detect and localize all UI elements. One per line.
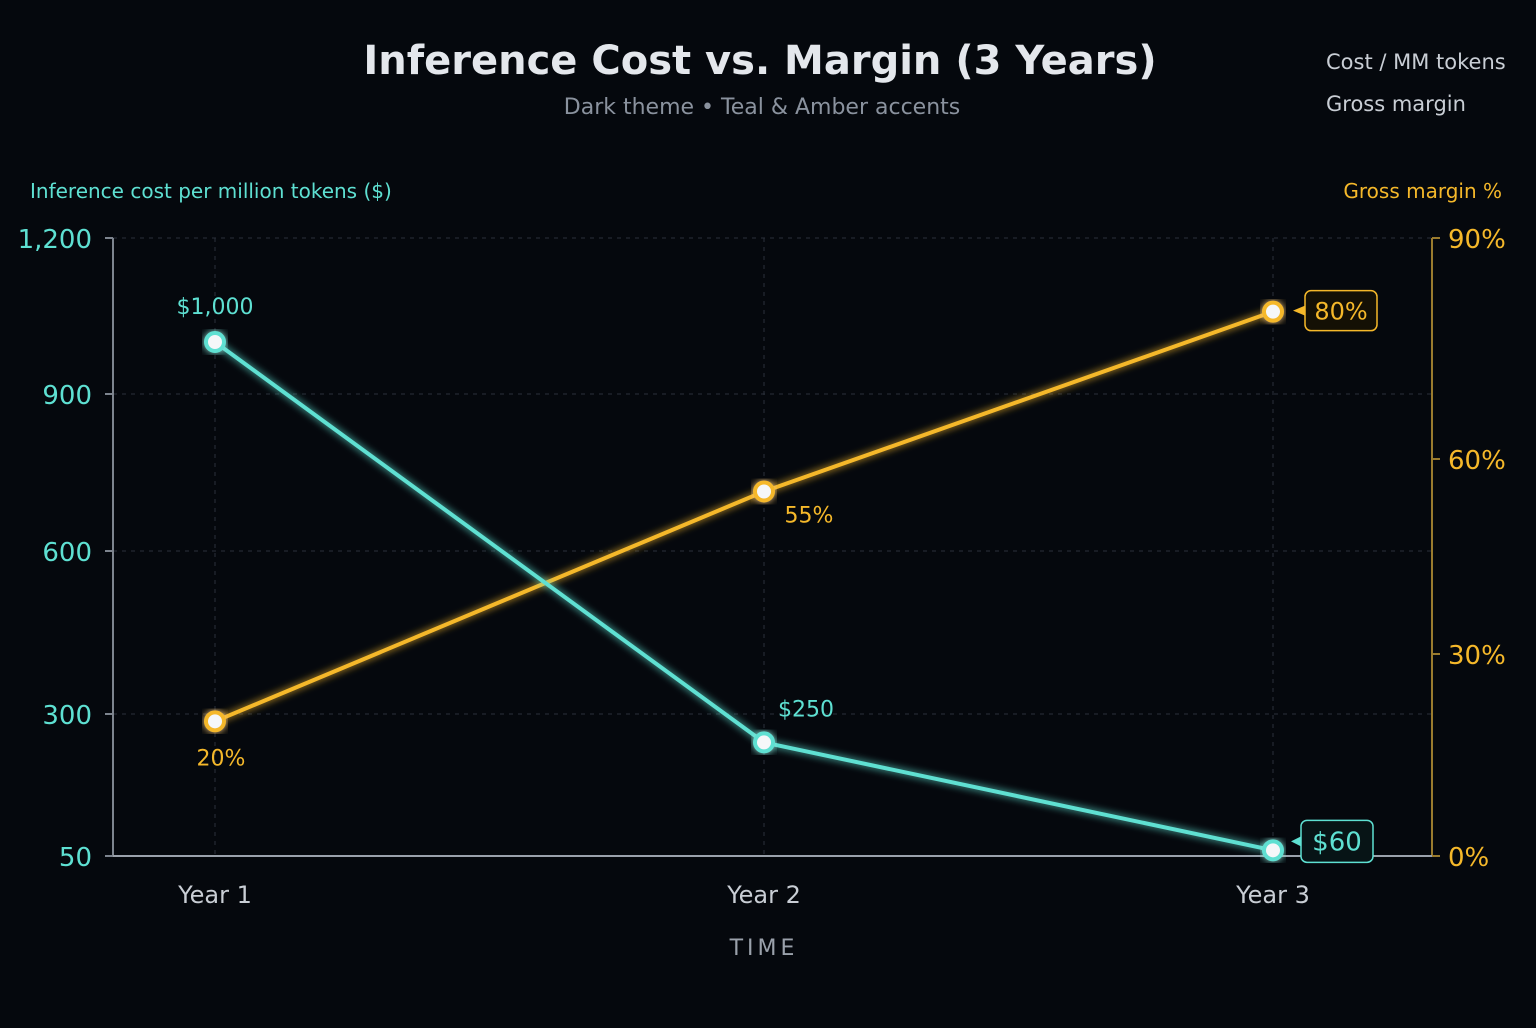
gross-margin-data-label: 80% [1314,298,1367,326]
chart-subtitle: Dark theme • Teal & Amber accents [564,95,960,120]
cost-callout-box [1300,819,1374,864]
cost-point [753,731,775,754]
gross-margin-line [214,309,1274,724]
legend-label-gross-margin: Gross margin [1326,92,1466,116]
gross-margin-callout-box [1304,289,1378,332]
right-axis-tick-label: 90% [1448,225,1506,255]
right-axis-label: Gross margin % [1343,179,1502,203]
legend-label-cost: Cost / MM tokens [1326,50,1506,74]
gross-margin-point [1262,300,1284,323]
grid [113,237,1432,856]
x-axis-tick-label: Year 3 [1235,881,1310,909]
left-axis-tick-label: 50 [59,843,92,873]
cost-data-label: $250 [778,697,834,722]
x-axis-tick-label: Year 1 [177,881,252,909]
gross-margin-callout-pointer [1293,305,1305,316]
cost-data-label: $1,000 [177,295,254,320]
data-labels: $1,000 $250 $60 20% 55% 80% [177,289,1378,864]
cost-data-label: $60 [1312,827,1362,857]
gross-margin-data-label: 20% [197,746,246,771]
legend: Cost / MM tokens Gross margin [1272,50,1506,116]
axes: 1,200 900 600 300 50 90% 60% 30% 0% Year 1 Year 2 Y… [18,225,1506,909]
right-axis-tick-label: 30% [1448,641,1506,671]
gross-margin-data-label: 55% [785,504,834,529]
left-axis-tick-label: 600 [42,538,92,568]
x-axis-title: TIME [729,936,799,961]
gross-margin-point [204,710,226,733]
left-axis-tick-label: 300 [42,701,92,731]
x-axis-tick-label: Year 2 [726,881,801,909]
left-axis-label: Inference cost per million tokens ($) [30,179,392,203]
chart-title: Inference Cost vs. Margin (3 Years) [363,38,1156,84]
cost-point [204,331,226,353]
cost-callout-pointer [1291,836,1301,847]
cost-line [213,340,1274,853]
cost-point [1262,839,1284,862]
series [204,300,1284,862]
right-axis-tick-label: 60% [1448,446,1506,476]
gross-margin-point [753,480,775,503]
left-axis-tick-label: 900 [42,381,92,411]
right-axis-tick-label: 0% [1448,843,1489,873]
left-axis-tick-label: 1,200 [18,225,92,255]
